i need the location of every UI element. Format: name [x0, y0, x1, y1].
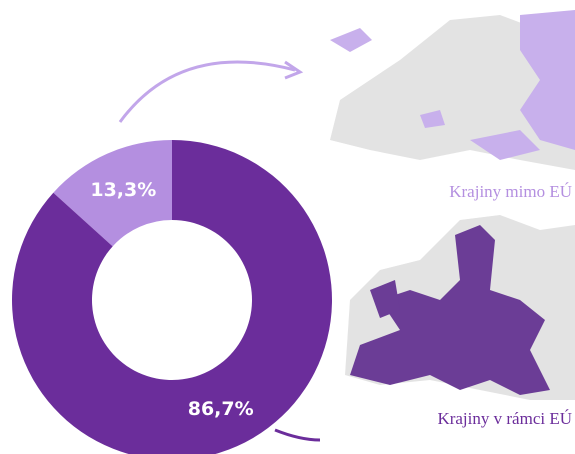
- data-label: 13,3%: [90, 179, 156, 201]
- arrow: [274, 428, 321, 442]
- map-non-eu: [330, 10, 575, 170]
- data-label: 86,7%: [188, 398, 254, 420]
- legend-label: Krajiny v rámci EÚ: [437, 409, 572, 428]
- donut-slice: [12, 140, 332, 454]
- arrow: [118, 60, 296, 123]
- map-eu: [345, 215, 575, 400]
- arrow-head: [284, 60, 304, 80]
- legend-label: Krajiny mimo EÚ: [449, 182, 572, 201]
- donut-slice: [53, 140, 172, 247]
